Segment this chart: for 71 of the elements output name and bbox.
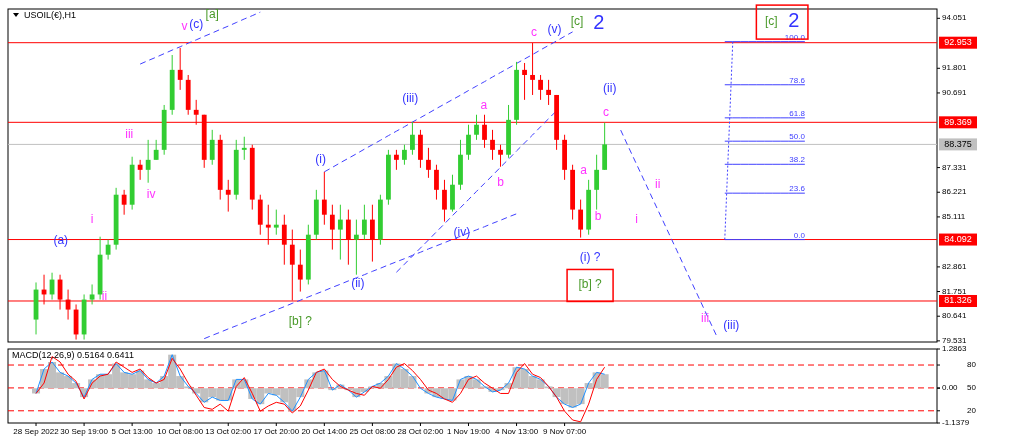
annotation: ii <box>655 176 661 191</box>
annotation: (iii) <box>402 91 419 106</box>
annotation: (c) <box>189 17 204 32</box>
annotation: ii <box>101 288 108 303</box>
x-tick-label: 10 Oct 08:00 <box>157 427 204 436</box>
series-label: 61.8 <box>789 108 806 118</box>
x-tick-label: 13 Oct 02:00 <box>205 427 252 436</box>
annotation: v <box>181 19 188 34</box>
ref-line-label: 84.092 <box>944 233 972 244</box>
x-tick-label: 5 Oct 13:00 <box>111 427 154 436</box>
annotation: b <box>594 208 602 223</box>
chart-title: MACD(12,26,9) 0.5164 0.6411 <box>12 350 134 360</box>
y-tick-label: 79.531 <box>942 335 968 345</box>
annotation: [b] ? <box>578 276 603 291</box>
y-tick-label: 86.221 <box>942 187 968 197</box>
x-tick-label: 30 Sep 19:00 <box>60 427 109 436</box>
x-tick-label: 28 Oct 02:00 <box>397 427 444 436</box>
x-tick-label: 28 Sep 2022 <box>13 427 60 436</box>
y-tick-label: -1.1379 <box>942 418 970 428</box>
annotation: iii <box>125 126 134 141</box>
annotation: a <box>480 98 488 113</box>
annotation: (ii) <box>351 275 365 290</box>
annotation: b <box>497 174 505 189</box>
y-tick-label: 90.691 <box>942 88 968 98</box>
annotation: a <box>580 162 588 177</box>
y-tick-label: 82.861 <box>942 262 968 271</box>
annotation: [b] ? <box>288 313 313 328</box>
x-tick-label: 1 Nov 19:00 <box>446 427 491 436</box>
x-tick-label: 25 Oct 08:00 <box>349 427 396 436</box>
annotation: iv <box>146 186 156 201</box>
annotation: (iv) <box>453 224 471 239</box>
annotation: 2 <box>788 9 800 32</box>
x-tick-label: 20 Oct 14:00 <box>301 427 348 436</box>
y-tick-label: 87.331 <box>942 162 968 172</box>
annotation: [a] <box>205 7 219 22</box>
annotation: [c] <box>765 14 778 29</box>
annotation: (v) <box>547 22 562 37</box>
annotation: c <box>603 105 610 120</box>
annotation: (i) ? <box>579 249 601 264</box>
annotation: (ii) <box>603 81 617 96</box>
series-label: 38.2 <box>789 155 806 165</box>
y-tick-label: 0.00 <box>942 383 959 393</box>
y2-tick-label: 80 <box>967 360 977 370</box>
y-tick-label: 80.641 <box>942 311 968 321</box>
x-tick-label: 4 Nov 13:00 <box>494 427 539 436</box>
ref-line-label: 89.369 <box>944 116 972 127</box>
series-label: 0.0 <box>793 230 806 240</box>
annotation: 2 <box>593 11 605 34</box>
y-tick-label: 85.111 <box>942 212 966 222</box>
annotation: i <box>90 211 94 226</box>
annotation: iii <box>701 310 710 325</box>
ref-line-label: 88.375 <box>944 138 972 149</box>
annotation: [c] <box>570 14 584 29</box>
annotation: c <box>531 24 538 39</box>
annotation: i <box>635 211 639 226</box>
chart-title: USOIL(€),H1 <box>24 10 77 20</box>
series-label: 50.0 <box>789 132 806 142</box>
ref-line-label: 92.953 <box>944 37 972 48</box>
annotation: (iii) <box>723 317 740 332</box>
annotation: (i) <box>315 152 327 167</box>
x-tick-label: 9 Nov 07:00 <box>543 427 587 436</box>
series-label: 23.6 <box>789 184 806 194</box>
y2-tick-label: 20 <box>967 405 977 415</box>
y2-tick-label: 50 <box>967 383 977 393</box>
series-label: 78.6 <box>789 75 806 85</box>
y-tick-label: 1.2863 <box>942 344 968 354</box>
y-tick-label: 81.751 <box>942 286 968 296</box>
y-tick-label: 91.801 <box>942 63 968 73</box>
y-tick-label: 94.051 <box>942 13 968 23</box>
x-tick-label: 17 Oct 20:00 <box>253 427 300 436</box>
ref-line-label: 81.326 <box>944 295 972 306</box>
